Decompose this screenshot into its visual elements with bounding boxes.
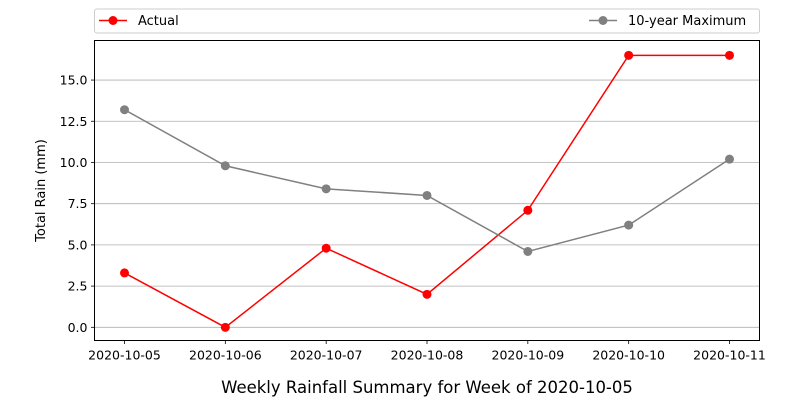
data-point-10-year-maximum (523, 246, 533, 256)
data-point-10-year-maximum (624, 220, 634, 230)
plot-frame (94, 40, 760, 341)
series-line-10-year-maximum (124, 109, 730, 253)
y-axis-title: Total Rain (mm) (34, 139, 49, 243)
legend-entry-actual: Actual (99, 14, 179, 29)
y-tick-label: 12.5 (60, 114, 88, 129)
y-gridlines (94, 79, 760, 328)
x-tick-label: 2020-10-07 (290, 348, 363, 363)
legend-frame (94, 8, 760, 34)
legend-marker-10-year-maximum (598, 16, 608, 25)
legend-entry-10-year-maximum: 10-year Maximum (589, 14, 746, 29)
data-point-10-year-maximum (422, 190, 432, 200)
data-point-actual (422, 289, 432, 299)
x-tick-label: 2020-10-11 (693, 348, 766, 363)
x-tick-label: 2020-10-08 (391, 348, 464, 363)
x-tick-label: 2020-10-06 (189, 348, 262, 363)
data-point-actual (624, 50, 634, 60)
data-point-actual (120, 268, 129, 278)
y-tick-label: 7.5 (68, 196, 88, 211)
x-tick-label: 2020-10-09 (492, 348, 565, 363)
data-point-actual (725, 50, 734, 60)
series-points (120, 50, 734, 332)
y-tick-label: 15.0 (60, 73, 88, 88)
legend-marker-actual (108, 16, 118, 25)
legend-label-10-year-maximum: 10-year Maximum (628, 14, 746, 29)
y-tick-label: 10.0 (60, 155, 88, 170)
data-point-10-year-maximum (321, 184, 331, 194)
y-axis-ticks: 0.0 2.5 5.0 7.5 10.0 12.5 15.0 (60, 73, 95, 335)
legend: Actual 10-year Maximum (94, 8, 760, 34)
y-tick-label: 5.0 (68, 237, 88, 252)
x-tick-label: 2020-10-05 (88, 348, 161, 363)
data-point-actual (220, 322, 230, 332)
data-point-10-year-maximum (725, 154, 734, 164)
x-axis-ticks: 2020-10-05 2020-10-06 2020-10-07 2020-10-08… (88, 340, 766, 363)
y-tick-label: 0.0 (68, 320, 88, 335)
y-tick-label: 2.5 (68, 279, 88, 294)
data-point-actual (321, 243, 331, 253)
chart-title: Weekly Rainfall Summary for Week of 2020… (221, 378, 633, 397)
x-tick-label: 2020-10-10 (592, 348, 665, 363)
legend-label-actual: Actual (138, 14, 179, 29)
data-point-10-year-maximum (220, 161, 230, 171)
data-point-actual (523, 205, 533, 215)
data-point-10-year-maximum (120, 105, 129, 115)
